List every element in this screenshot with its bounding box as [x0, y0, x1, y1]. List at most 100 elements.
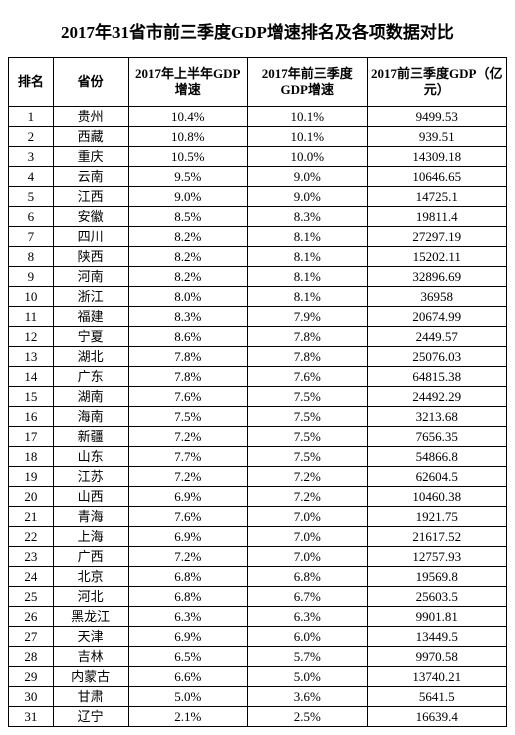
cell: 21617.52 — [367, 527, 506, 547]
cell: 27 — [9, 627, 54, 647]
cell: 福建 — [53, 307, 128, 327]
cell: 9 — [9, 267, 54, 287]
cell: 7.8% — [248, 327, 368, 347]
cell: 9499.53 — [367, 107, 506, 127]
cell: 8.2% — [128, 267, 248, 287]
cell: 7656.35 — [367, 427, 506, 447]
cell: 江苏 — [53, 467, 128, 487]
cell: 30 — [9, 687, 54, 707]
cell: 河北 — [53, 587, 128, 607]
cell: 7.5% — [248, 387, 368, 407]
table-row: 6安徽8.5%8.3%19811.4 — [9, 207, 507, 227]
cell: 河南 — [53, 267, 128, 287]
cell: 海南 — [53, 407, 128, 427]
cell: 23 — [9, 547, 54, 567]
cell: 62604.5 — [367, 467, 506, 487]
cell: 天津 — [53, 627, 128, 647]
cell: 7.8% — [128, 367, 248, 387]
cell: 20674.99 — [367, 307, 506, 327]
table-row: 16海南7.5%7.5%3213.68 — [9, 407, 507, 427]
cell: 16639.4 — [367, 707, 506, 727]
table-row: 12宁夏8.6%7.8%2449.57 — [9, 327, 507, 347]
cell: 16 — [9, 407, 54, 427]
cell: 6 — [9, 207, 54, 227]
cell: 9.5% — [128, 167, 248, 187]
cell: 17 — [9, 427, 54, 447]
cell: 6.8% — [248, 567, 368, 587]
cell: 6.9% — [128, 487, 248, 507]
cell: 8.2% — [128, 247, 248, 267]
cell: 湖南 — [53, 387, 128, 407]
table-row: 24北京6.8%6.8%19569.8 — [9, 567, 507, 587]
table-row: 9河南8.2%8.1%32896.69 — [9, 267, 507, 287]
cell: 22 — [9, 527, 54, 547]
cell: 7.0% — [248, 507, 368, 527]
table-row: 13湖北7.8%7.8%25076.03 — [9, 347, 507, 367]
cell: 26 — [9, 607, 54, 627]
cell: 64815.38 — [367, 367, 506, 387]
cell: 7.6% — [248, 367, 368, 387]
cell: 9901.81 — [367, 607, 506, 627]
cell: 7.0% — [248, 547, 368, 567]
cell: 7.5% — [128, 407, 248, 427]
cell: 6.0% — [248, 627, 368, 647]
cell: 8.3% — [128, 307, 248, 327]
table-row: 21青海7.6%7.0%1921.75 — [9, 507, 507, 527]
cell: 8.1% — [248, 247, 368, 267]
table-row: 31辽宁2.1%2.5%16639.4 — [9, 707, 507, 727]
cell: 8.6% — [128, 327, 248, 347]
cell: 内蒙古 — [53, 667, 128, 687]
table-row: 23广西7.2%7.0%12757.93 — [9, 547, 507, 567]
cell: 7.8% — [248, 347, 368, 367]
cell: 7.5% — [248, 407, 368, 427]
cell: 25 — [9, 587, 54, 607]
table-row: 2西藏10.8%10.1%939.51 — [9, 127, 507, 147]
cell: 3 — [9, 147, 54, 167]
cell: 6.8% — [128, 567, 248, 587]
cell: 四川 — [53, 227, 128, 247]
table-row: 26黑龙江6.3%6.3%9901.81 — [9, 607, 507, 627]
cell: 13449.5 — [367, 627, 506, 647]
cell: 10 — [9, 287, 54, 307]
cell: 山西 — [53, 487, 128, 507]
cell: 5 — [9, 187, 54, 207]
cell: 5641.5 — [367, 687, 506, 707]
cell: 8.2% — [128, 227, 248, 247]
table-row: 22上海6.9%7.0%21617.52 — [9, 527, 507, 547]
cell: 9.0% — [248, 187, 368, 207]
cell: 陕西 — [53, 247, 128, 267]
col-h1-growth: 2017年上半年GDP增速 — [128, 58, 248, 107]
cell: 湖北 — [53, 347, 128, 367]
cell: 3213.68 — [367, 407, 506, 427]
cell: 8.0% — [128, 287, 248, 307]
cell: 2449.57 — [367, 327, 506, 347]
cell: 2 — [9, 127, 54, 147]
cell: 10460.38 — [367, 487, 506, 507]
cell: 山东 — [53, 447, 128, 467]
cell: 6.9% — [128, 627, 248, 647]
cell: 1 — [9, 107, 54, 127]
table-row: 10浙江8.0%8.1%36958 — [9, 287, 507, 307]
cell: 重庆 — [53, 147, 128, 167]
col-province: 省份 — [53, 58, 128, 107]
table-row: 20山西6.9%7.2%10460.38 — [9, 487, 507, 507]
cell: 13740.21 — [367, 667, 506, 687]
cell: 36958 — [367, 287, 506, 307]
cell: 6.5% — [128, 647, 248, 667]
cell: 甘肃 — [53, 687, 128, 707]
cell: 939.51 — [367, 127, 506, 147]
cell: 10646.65 — [367, 167, 506, 187]
cell: 7.2% — [248, 487, 368, 507]
cell: 9.0% — [248, 167, 368, 187]
cell: 上海 — [53, 527, 128, 547]
cell: 西藏 — [53, 127, 128, 147]
cell: 24 — [9, 567, 54, 587]
cell: 北京 — [53, 567, 128, 587]
table-row: 15湖南7.6%7.5%24492.29 — [9, 387, 507, 407]
cell: 2.1% — [128, 707, 248, 727]
cell: 7.0% — [248, 527, 368, 547]
cell: 8.1% — [248, 267, 368, 287]
cell: 15202.11 — [367, 247, 506, 267]
cell: 7.5% — [248, 427, 368, 447]
cell: 8.1% — [248, 287, 368, 307]
